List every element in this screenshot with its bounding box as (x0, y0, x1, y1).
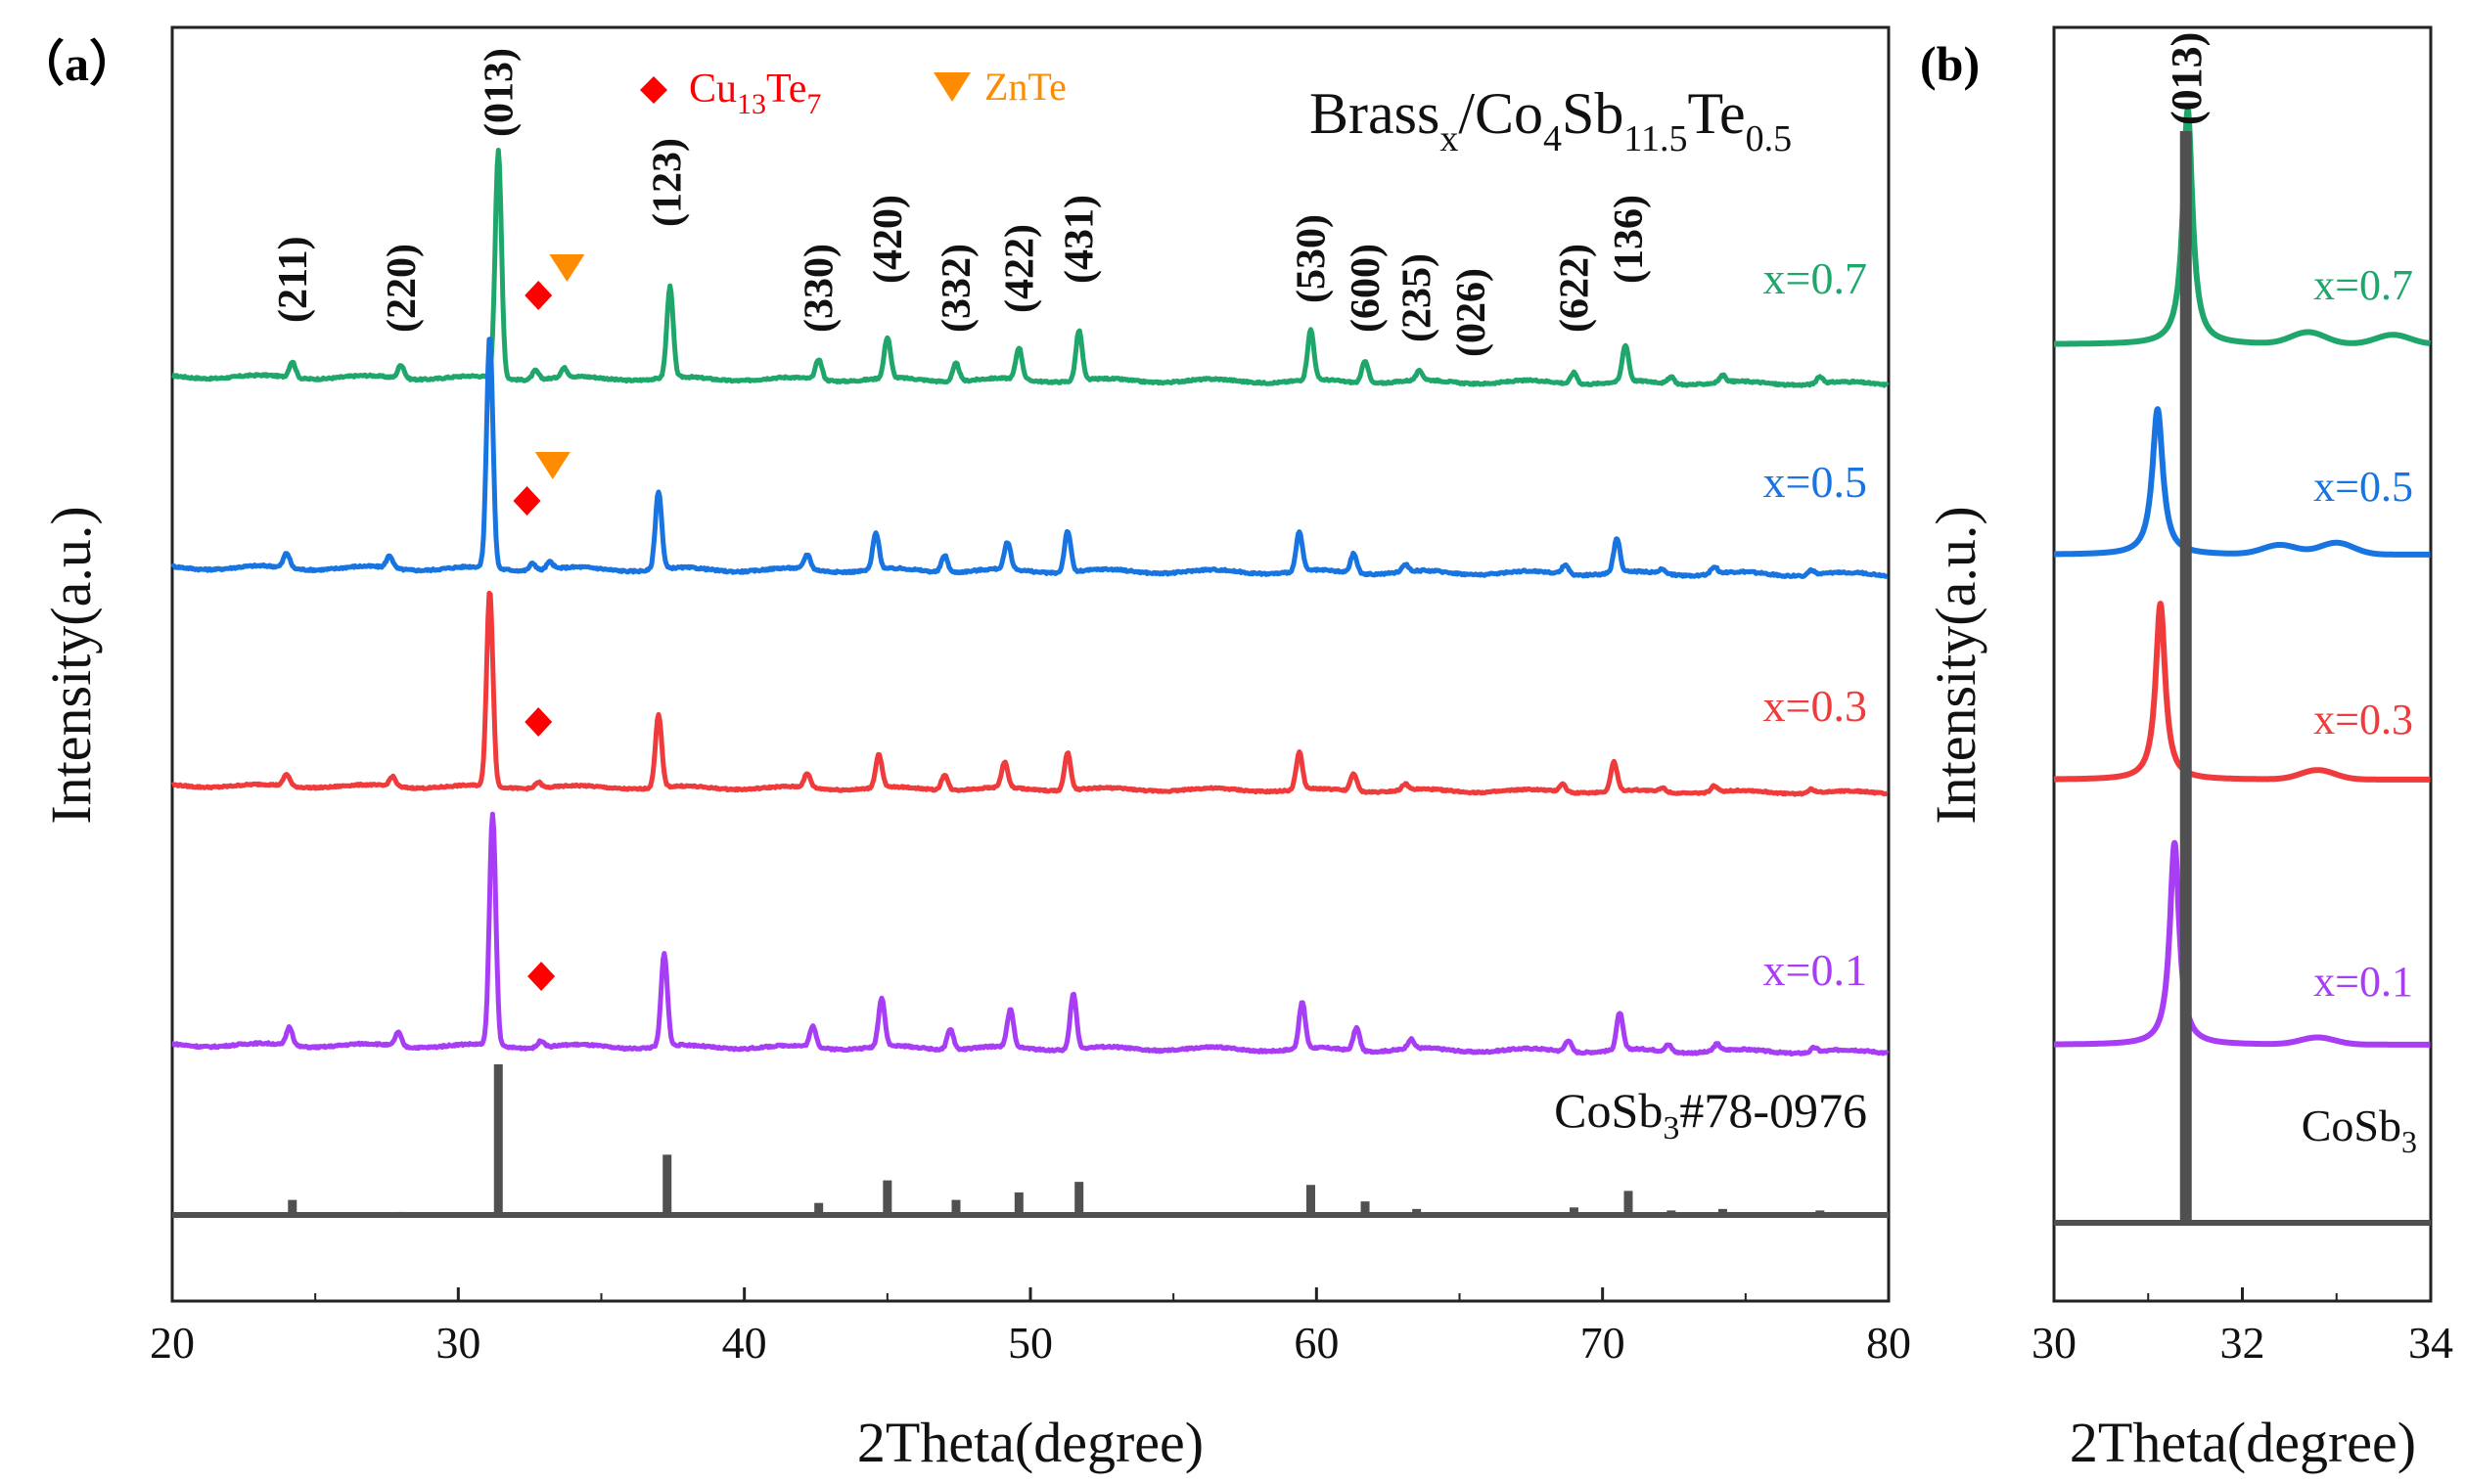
legend-znte-label: ZnTe (984, 65, 1067, 109)
x-tick-label-50: 50 (1008, 1318, 1053, 1368)
panel-a-x-axis: 20 30 40 50 60 70 80 (150, 1287, 1911, 1368)
panel-a-label: （a） (16, 36, 138, 91)
series-label-x-0-5: x=0.5 (1763, 457, 1867, 507)
panel-a-phase-markers (513, 254, 585, 991)
panel-b-series-names: x=0.7 x=0.5 x=0.3 x=0.1 (2313, 261, 2413, 1006)
panel-a-reference-label: CoSb3#78-0976 (1554, 1083, 1867, 1147)
series-line-x-0-3 (170, 590, 1890, 797)
x-tick-label-80: 80 (1866, 1318, 1911, 1368)
panel-a-series-names: x=0.7 x=0.5 x=0.3 x=0.1 (1763, 253, 1867, 995)
series-label-x-0-1: x=0.1 (1763, 945, 1867, 995)
peak-label-136: (136) (1607, 195, 1652, 284)
x-tick-label-20: 20 (150, 1318, 195, 1368)
x-tick-label-70: 70 (1580, 1318, 1625, 1368)
panel-a-x-axis-label: 2Theta(degree) (857, 1411, 1204, 1474)
panel-b-x-axis-label: 2Theta(degree) (2070, 1411, 2416, 1474)
marker-cu13te7-x-0-5 (513, 486, 541, 516)
b-series-label-x-0-3: x=0.3 (2313, 696, 2413, 743)
peak-label-026: (026) (1449, 268, 1494, 357)
panel-b-label: (b) (1920, 36, 1980, 91)
panel-a-series (170, 148, 1890, 1057)
series-line-x-0-5 (170, 337, 1890, 579)
peak-label-422: (422) (997, 224, 1042, 313)
peak-label-431: (431) (1058, 195, 1103, 284)
marker-cu13te7-x-0-1 (527, 962, 556, 991)
b-x-tick-label-30: 30 (2031, 1318, 2077, 1368)
panel-a-peak-labels: (211) (220) (013) (123) (330) (420) (332) (422)… (271, 48, 1652, 357)
b-x-tick-label-32: 32 (2220, 1318, 2265, 1368)
panel-a: （a） Brassx/Co4Sb11.5Te0.5 Cu13Te7 ZnTe 2… (16, 25, 1911, 1474)
x-tick-label-30: 30 (435, 1318, 480, 1368)
series-line-x-0-1 (170, 811, 1890, 1057)
peak-label-622: (622) (1552, 244, 1597, 333)
b-series-line-x-0-1 (2051, 839, 2433, 1048)
series-label-x-0-7: x=0.7 (1763, 253, 1867, 303)
b-series-line-x-0-7 (2051, 107, 2433, 347)
series-label-x-0-3: x=0.3 (1763, 681, 1867, 731)
peak-label-013: (013) (477, 48, 522, 137)
b-series-line-x-0-3 (2051, 601, 2433, 783)
panel-b-reference (2054, 131, 2431, 1226)
peak-label-600: (600) (1344, 244, 1389, 333)
series-line-x-0-7 (170, 148, 1890, 388)
peak-label-530: (530) (1289, 214, 1334, 303)
b-series-label-x-0-1: x=0.1 (2313, 958, 2413, 1006)
panel-b-reference-label: CoSb3 (2302, 1101, 2417, 1159)
legend-triangle-marker (934, 72, 971, 102)
b-x-tick-label-34: 34 (2408, 1318, 2453, 1368)
peak-label-332: (332) (935, 244, 980, 333)
peak-label-235: (235) (1395, 253, 1440, 342)
marker-cu13te7-x-0-7 (525, 281, 553, 310)
panel-b-series (2051, 107, 2433, 1048)
peak-label-220: (220) (380, 244, 425, 333)
panel-b: (b) 30 32 34 2Theta(degree) Intensity(a.u.… (1920, 25, 2453, 1474)
b-series-label-x-0-7: x=0.7 (2313, 261, 2413, 309)
panel-a-title: Brassx/Co4Sb11.5Te0.5 (1309, 81, 1792, 159)
panel-b-peak-label-013: (013) (2163, 32, 2211, 125)
legend-cu13te7-label: Cu13Te7 (689, 67, 821, 120)
marker-znte-x-0-5 (534, 452, 571, 479)
panel-a-y-axis-label: Intensity(a.u.) (39, 506, 103, 824)
x-tick-label-40: 40 (722, 1318, 767, 1368)
peak-label-330: (330) (798, 244, 843, 333)
peak-label-420: (420) (866, 195, 911, 284)
panel-b-x-axis: 30 32 34 (2031, 1287, 2453, 1368)
panel-a-reference-pattern (172, 1064, 1889, 1218)
peak-label-211: (211) (271, 236, 316, 323)
marker-cu13te7-x-0-3 (525, 707, 553, 737)
legend: Cu13Te7 ZnTe (640, 65, 1067, 120)
b-series-line-x-0-5 (2051, 406, 2433, 558)
panel-b-y-axis-label: Intensity(a.u.) (1924, 506, 1987, 824)
x-tick-label-60: 60 (1294, 1318, 1339, 1368)
legend-diamond-marker (640, 76, 667, 104)
b-series-label-x-0-5: x=0.5 (2313, 463, 2413, 511)
marker-znte-x-0-7 (549, 254, 585, 282)
peak-label-123: (123) (646, 138, 691, 227)
